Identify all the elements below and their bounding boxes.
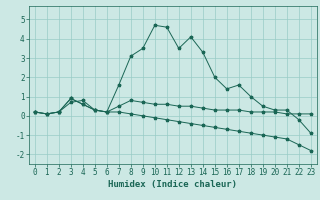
X-axis label: Humidex (Indice chaleur): Humidex (Indice chaleur) (108, 180, 237, 189)
